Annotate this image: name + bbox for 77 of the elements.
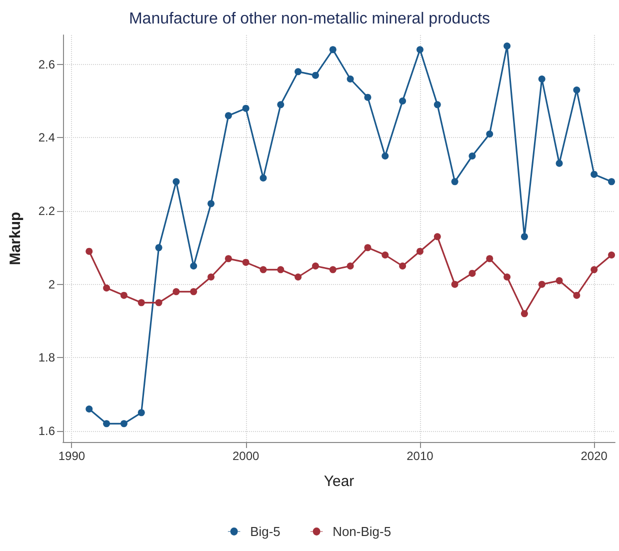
point [208,200,215,208]
y-tick-label: 2.6 [38,57,56,72]
x-tick-label: 2010 [406,449,434,463]
point [277,266,284,274]
point [520,233,528,240]
point [608,178,616,186]
point [120,292,128,299]
point [416,46,424,54]
point [260,266,267,274]
point [382,252,389,258]
point [242,104,250,112]
x-axis-title: Year [324,473,354,490]
point [608,252,616,258]
point [190,288,198,296]
point [346,76,354,82]
point [138,409,145,416]
point [190,262,198,270]
point [573,292,580,299]
point [504,274,511,280]
y-tick-label: 2.4 [38,130,56,145]
point [451,178,458,186]
point [155,299,162,306]
y-axis-title: Markup [7,212,24,266]
point [312,72,319,79]
point [103,420,110,428]
point [434,101,441,108]
legend-label: Non-Big-5 [332,524,392,539]
point [468,270,476,277]
point [86,248,93,255]
point [364,244,372,252]
point [382,152,389,160]
point [520,310,528,318]
point [504,42,511,50]
y-tick-label: 1.8 [38,350,56,365]
point [329,46,336,54]
point [103,284,110,292]
point [155,244,162,252]
point [486,255,494,262]
point [434,233,441,240]
point [538,76,546,82]
point [468,152,476,160]
point [416,248,424,255]
point [120,420,128,428]
point [451,280,458,288]
point [86,406,93,412]
point [312,262,319,270]
point [590,266,598,274]
point [556,277,563,284]
point [486,130,494,138]
chart-title: Manufacture of other non-metallic mineral products [128,10,490,28]
point [172,178,180,186]
y-tick-label: 1.6 [38,424,56,438]
point [590,170,598,178]
y-tick-label: 2 [48,277,56,292]
point [224,112,232,120]
legend-label: Big-5 [250,524,280,539]
point [224,255,232,262]
point [556,160,563,167]
x-tick-label: 2000 [232,449,260,463]
point [573,86,580,94]
point [138,299,145,306]
point [208,274,215,280]
point [399,98,406,104]
point [277,101,284,108]
y-tick-label: 2.2 [38,204,56,218]
point [242,258,250,266]
point [294,274,302,280]
point [364,94,372,101]
point [538,280,546,288]
point [399,262,406,270]
x-tick-label: 2020 [580,449,608,463]
x-tick-label: 1990 [58,449,86,463]
point [172,288,180,296]
point [346,262,354,270]
point [329,266,336,274]
point [260,174,267,182]
point [294,68,302,76]
